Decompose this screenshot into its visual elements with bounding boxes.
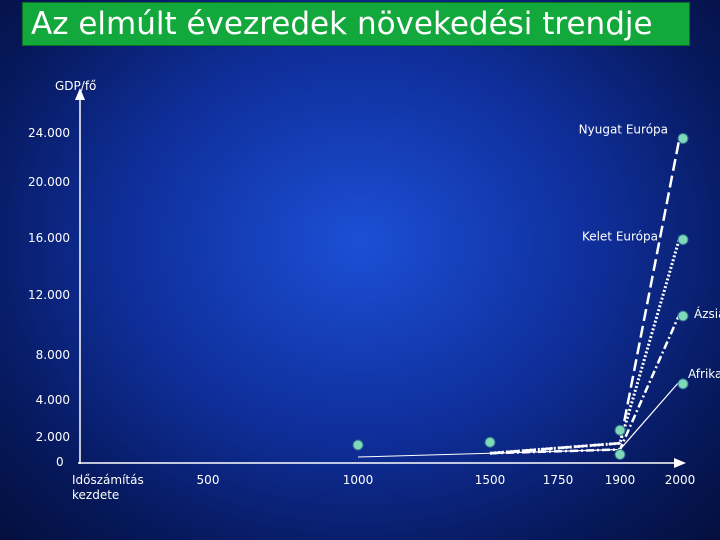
y-tick-label: 24.000	[28, 126, 70, 140]
x-tick-label: Időszámítás kezdete	[72, 473, 144, 502]
y-tick-label: 0	[56, 455, 64, 469]
x-tick-label: 1750	[543, 473, 574, 487]
y-tick-label: 2.000	[36, 430, 70, 444]
data-point	[352, 439, 364, 451]
y-tick-label: 8.000	[36, 348, 70, 362]
y-tick-label: 16.000	[28, 231, 70, 245]
series-label: Nyugat Európa	[579, 122, 668, 136]
series-line	[489, 135, 682, 455]
y-axis-title: GDP/fő	[55, 79, 96, 93]
y-tick-label: 12.000	[28, 288, 70, 302]
y-axis-arrow-icon	[75, 88, 85, 100]
series-label: Kelet Európa	[582, 230, 658, 244]
data-point	[677, 132, 689, 144]
series-label: Ázsia	[694, 306, 720, 321]
x-tick-label: 1900	[605, 473, 636, 487]
slide-title-box: Az elmúlt évezredek növekedési trendje	[22, 2, 690, 46]
data-point	[677, 234, 689, 246]
data-point	[677, 310, 689, 322]
series-line	[489, 236, 682, 455]
series-label: Afrika	[688, 367, 720, 381]
slide-title: Az elmúlt évezredek növekedési trendje	[31, 6, 653, 42]
y-tick-label: 20.000	[28, 175, 70, 189]
x-tick-label: 1500	[475, 473, 506, 487]
x-tick-label: 1000	[343, 473, 374, 487]
x-tick-label: 500	[197, 473, 220, 487]
x-axis-arrow-icon	[674, 458, 686, 468]
data-point	[614, 424, 626, 436]
common-trend-line	[357, 452, 491, 458]
data-point	[484, 436, 496, 448]
data-point	[614, 449, 626, 460]
y-tick-label: 4.000	[36, 393, 70, 407]
data-point	[677, 378, 689, 390]
series-line	[489, 380, 681, 454]
x-tick-label: 2000	[665, 473, 696, 487]
